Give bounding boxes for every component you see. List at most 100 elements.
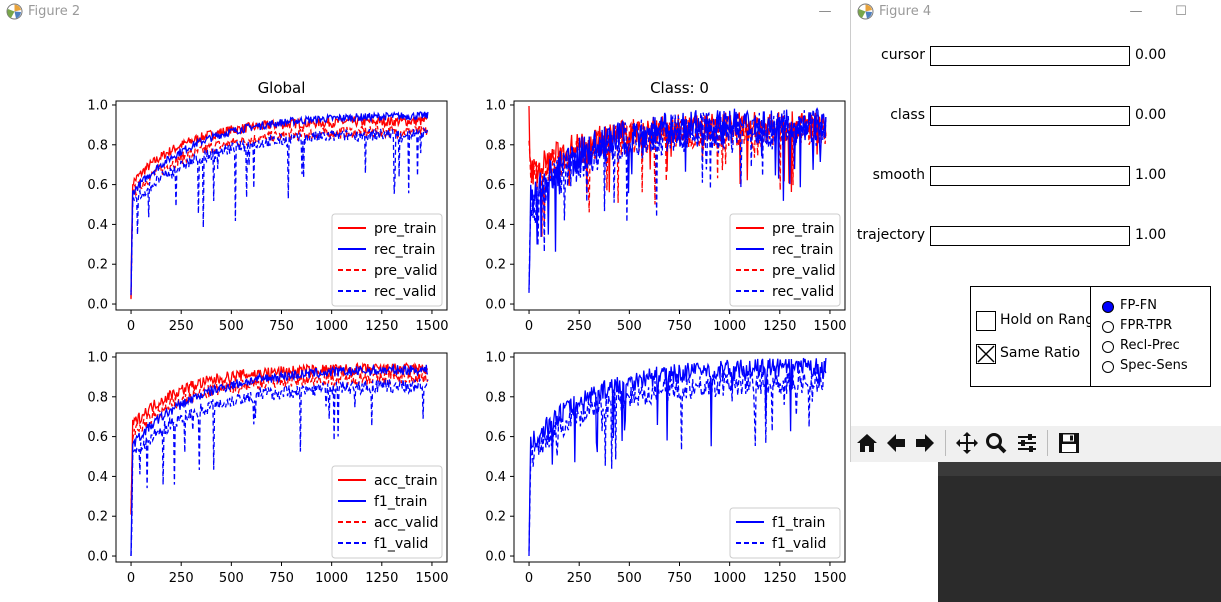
legend-box xyxy=(729,507,841,559)
class-slider[interactable] xyxy=(930,106,1130,126)
chart-title: Global xyxy=(258,79,306,97)
x-tick-label: 1500 xyxy=(415,319,448,334)
configure-icon xyxy=(1018,434,1036,452)
radio-fpr-tpr-label: FPR-TPR xyxy=(1120,318,1173,333)
class-slider-value: 0.00 xyxy=(1135,107,1167,123)
figure-2-titlebar: Figure 2 — xyxy=(0,0,848,24)
radio-spec-sens-label: Spec-Sens xyxy=(1120,358,1188,373)
y-tick-label: 0.2 xyxy=(485,258,506,273)
legend-box xyxy=(331,213,443,307)
forward-button[interactable] xyxy=(911,429,939,457)
y-tick-label: 1.0 xyxy=(87,98,108,113)
figure-4-window: Figure 4 — ☐ cursor 0.00 class 0.00 smoo… xyxy=(850,0,1221,462)
x-tick-label: 1250 xyxy=(365,571,398,586)
x-tick-label: 1000 xyxy=(713,571,746,586)
series-line xyxy=(130,126,428,296)
toolbar-separator xyxy=(1047,430,1048,456)
x-tick-label: 1250 xyxy=(763,571,796,586)
zoom-icon xyxy=(986,433,1007,454)
y-tick-label: 0.6 xyxy=(87,430,108,445)
back-button[interactable] xyxy=(882,429,910,457)
y-tick-label: 0.8 xyxy=(87,390,108,405)
pan-button[interactable] xyxy=(953,429,981,457)
x-tick-label: 1500 xyxy=(813,571,846,586)
options-checkbox-panel: Hold on Range Same Ratio xyxy=(970,286,1103,387)
x-tick-label: 1250 xyxy=(365,319,398,334)
y-tick-label: 0.6 xyxy=(87,178,108,193)
cursor-slider-value: 0.00 xyxy=(1135,47,1167,63)
maximize-button[interactable]: ☐ xyxy=(1175,4,1187,19)
zoom-button[interactable] xyxy=(982,429,1010,457)
y-tick-label: 0.0 xyxy=(87,550,108,565)
series-line xyxy=(130,363,428,557)
legend-label: rec_train xyxy=(772,242,833,258)
x-tick-label: 250 xyxy=(169,571,194,586)
y-tick-label: 0.4 xyxy=(485,470,506,485)
trajectory-slider-label: trajectory xyxy=(856,227,925,243)
legend-label: rec_valid xyxy=(772,284,834,300)
x-tick-label: 1500 xyxy=(415,571,448,586)
trajectory-slider[interactable] xyxy=(930,226,1130,246)
forward-icon xyxy=(916,434,934,452)
configure-subplots-button[interactable] xyxy=(1013,429,1041,457)
home-button[interactable] xyxy=(853,429,881,457)
x-tick-label: 0 xyxy=(127,571,135,586)
figure-2-window: Figure 2 — Global 0 250 500 750 1000 1250 1500 0… xyxy=(0,0,848,586)
x-tick-label: 500 xyxy=(617,571,642,586)
legend-label: acc_valid xyxy=(374,515,439,531)
back-icon xyxy=(887,434,905,452)
cursor-slider[interactable] xyxy=(930,46,1130,66)
checkbox-box[interactable] xyxy=(976,311,996,331)
checkbox-box-checked[interactable] xyxy=(976,344,996,364)
radio-dot[interactable] xyxy=(1102,321,1114,333)
y-tick-label: 0.8 xyxy=(485,390,506,405)
legend-label: rec_valid xyxy=(374,284,436,300)
radio-dot[interactable] xyxy=(1102,361,1114,373)
radio-selected-dot[interactable] xyxy=(1102,301,1114,313)
hold-on-range-label: Hold on Range xyxy=(1000,312,1103,328)
matplotlib-app-icon xyxy=(6,3,23,20)
figure-4-title: Figure 4 xyxy=(879,4,932,19)
y-tick-label: 0.0 xyxy=(87,298,108,313)
legend-label: f1_train xyxy=(374,494,427,510)
y-tick-label: 0.8 xyxy=(485,138,506,153)
terminal-header-band xyxy=(938,462,1221,476)
x-tick-label: 750 xyxy=(269,571,294,586)
x-tick-label: 1000 xyxy=(315,319,348,334)
y-tick-label: 0.4 xyxy=(87,470,108,485)
x-tick-label: 750 xyxy=(667,319,692,334)
y-tick-label: 0.2 xyxy=(87,510,108,525)
radio-recl-prec-label: Recl-Prec xyxy=(1120,338,1180,353)
minimize-button[interactable]: — xyxy=(818,4,832,19)
x-tick-label: 500 xyxy=(617,319,642,334)
legend-label: f1_valid xyxy=(772,536,826,552)
y-tick-label: 0.6 xyxy=(485,430,506,445)
save-icon xyxy=(1059,433,1079,453)
x-tick-label: 0 xyxy=(525,319,533,334)
x-tick-label: 1500 xyxy=(813,319,846,334)
x-tick-label: 250 xyxy=(567,571,592,586)
toolbar-separator xyxy=(945,430,946,456)
legend-label: pre_valid xyxy=(374,263,437,279)
legend-label: pre_train xyxy=(374,221,437,237)
save-button[interactable] xyxy=(1055,429,1083,457)
navigation-toolbar xyxy=(851,426,1221,462)
minimize-button[interactable]: — xyxy=(1129,4,1143,19)
trajectory-slider-value: 1.00 xyxy=(1135,227,1167,243)
x-tick-label: 1000 xyxy=(315,571,348,586)
chart-title: Class: 0 xyxy=(650,79,709,97)
x-tick-label: 0 xyxy=(525,571,533,586)
home-icon xyxy=(857,434,877,452)
y-tick-label: 0.2 xyxy=(87,258,108,273)
series-line xyxy=(130,378,429,557)
background-terminal-window xyxy=(938,462,1221,602)
smooth-slider[interactable] xyxy=(930,166,1130,186)
smooth-slider-value: 1.00 xyxy=(1135,167,1167,183)
y-tick-label: 0.4 xyxy=(87,218,108,233)
legend-label: pre_valid xyxy=(772,263,835,279)
radio-dot[interactable] xyxy=(1102,341,1114,353)
cursor-slider-label: cursor xyxy=(881,47,925,63)
y-tick-label: 1.0 xyxy=(485,98,506,113)
y-tick-label: 0.0 xyxy=(485,550,506,565)
y-tick-label: 0.4 xyxy=(485,218,506,233)
